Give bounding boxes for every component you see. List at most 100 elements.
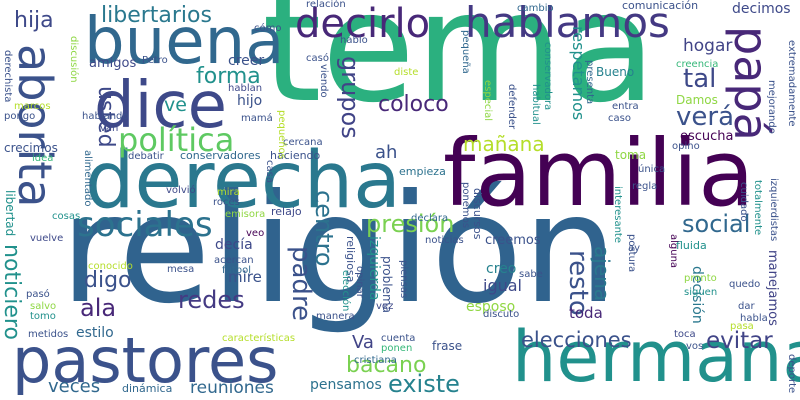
word: roces xyxy=(213,197,240,208)
word: pasa xyxy=(730,321,754,332)
word: cambio xyxy=(517,3,554,14)
word: fluida xyxy=(676,239,707,252)
word: padre xyxy=(286,246,316,322)
word: hablan xyxy=(228,83,263,94)
word: hermana xyxy=(512,316,800,398)
word: manera xyxy=(316,311,355,322)
word: interesante xyxy=(612,186,623,243)
word: libertarios xyxy=(101,3,212,28)
word: resto xyxy=(563,250,593,316)
word: creer xyxy=(228,53,265,69)
word: mire xyxy=(228,268,262,286)
word: ponen xyxy=(381,343,413,354)
word: derecha xyxy=(85,136,401,226)
word: elección xyxy=(340,270,351,312)
word: deporte xyxy=(786,354,797,394)
word: decirlo xyxy=(295,1,431,47)
word: hijo xyxy=(237,93,263,109)
word: extremadamente xyxy=(786,40,797,127)
word: regla xyxy=(632,181,658,192)
word: pronto xyxy=(684,273,717,284)
word: conservadores xyxy=(180,149,261,162)
word: libertad xyxy=(3,190,17,237)
word: buena xyxy=(84,5,285,79)
word: postura xyxy=(626,234,637,273)
word: empieza xyxy=(399,165,446,178)
word: centro xyxy=(310,190,338,267)
word: entra xyxy=(612,101,639,112)
word: mesa xyxy=(167,264,195,275)
word: digo xyxy=(84,268,132,293)
word: debatir xyxy=(128,151,164,162)
word: viendo xyxy=(318,64,329,98)
word: fútbol xyxy=(222,265,252,276)
word: volvió xyxy=(166,185,196,196)
word: decimos xyxy=(732,1,791,17)
word: grupos xyxy=(336,56,364,139)
word: discursos xyxy=(471,188,484,240)
word: ay xyxy=(628,243,641,254)
word: relajo xyxy=(271,205,302,218)
word: casó xyxy=(306,53,329,64)
word: vez xyxy=(376,301,394,312)
word: veces xyxy=(48,376,101,397)
word: pensamos xyxy=(310,377,382,393)
word: hogar xyxy=(683,36,733,56)
word: toma xyxy=(615,148,647,162)
word: alguna xyxy=(668,234,679,269)
word: opino xyxy=(672,141,700,152)
word: acercan xyxy=(214,255,254,266)
word: respetamos xyxy=(569,26,588,121)
word: ah xyxy=(375,142,398,163)
word: izquierdistas xyxy=(768,178,779,242)
word: noticias xyxy=(425,235,464,246)
word: ve xyxy=(164,94,187,116)
word: siguen xyxy=(684,287,718,298)
word: defender xyxy=(506,84,517,130)
word: piensas xyxy=(398,260,409,299)
word: relación xyxy=(306,0,346,10)
word: pequeña xyxy=(460,30,471,74)
word: discuto xyxy=(483,309,520,320)
word: familia xyxy=(443,120,755,227)
word: aborita xyxy=(8,44,62,208)
word: totalmente xyxy=(752,180,763,236)
word: cercana xyxy=(283,137,323,148)
word: dice xyxy=(94,69,227,143)
word: discusión xyxy=(68,36,79,83)
word: pongo xyxy=(4,111,36,122)
word: declara xyxy=(411,213,449,224)
word: pasó xyxy=(26,289,50,300)
word: política xyxy=(118,121,235,159)
word: creemos xyxy=(485,233,541,248)
word: crecimos xyxy=(4,141,58,155)
word: única xyxy=(638,164,666,175)
word: ponemos xyxy=(460,182,471,229)
word: conocido xyxy=(88,261,133,272)
word: comunicación xyxy=(622,0,699,12)
word: presenta xyxy=(584,60,595,105)
word: tomo xyxy=(30,311,56,322)
word: Bueno xyxy=(596,65,635,79)
word: habitual xyxy=(530,84,541,125)
word: características xyxy=(222,333,296,344)
word: noticiero xyxy=(0,244,24,340)
word: toca xyxy=(674,329,696,340)
word: mamá xyxy=(241,113,273,124)
word: Petro xyxy=(142,55,168,66)
word: caso xyxy=(608,113,631,124)
word: vos xyxy=(686,341,704,352)
word: cuenta xyxy=(381,333,416,344)
word: especial xyxy=(482,80,493,122)
word: mejorando xyxy=(766,80,777,134)
word: emisora xyxy=(225,209,266,220)
word: papá xyxy=(724,26,778,141)
word: mañana xyxy=(463,132,545,156)
word: alimentado xyxy=(82,150,93,207)
word: dinámica xyxy=(122,382,173,395)
word: frase xyxy=(432,339,463,353)
word: hija xyxy=(14,8,54,33)
word: amigos xyxy=(89,56,137,71)
word: izquierda xyxy=(366,236,382,301)
word: vuelve xyxy=(30,233,64,244)
